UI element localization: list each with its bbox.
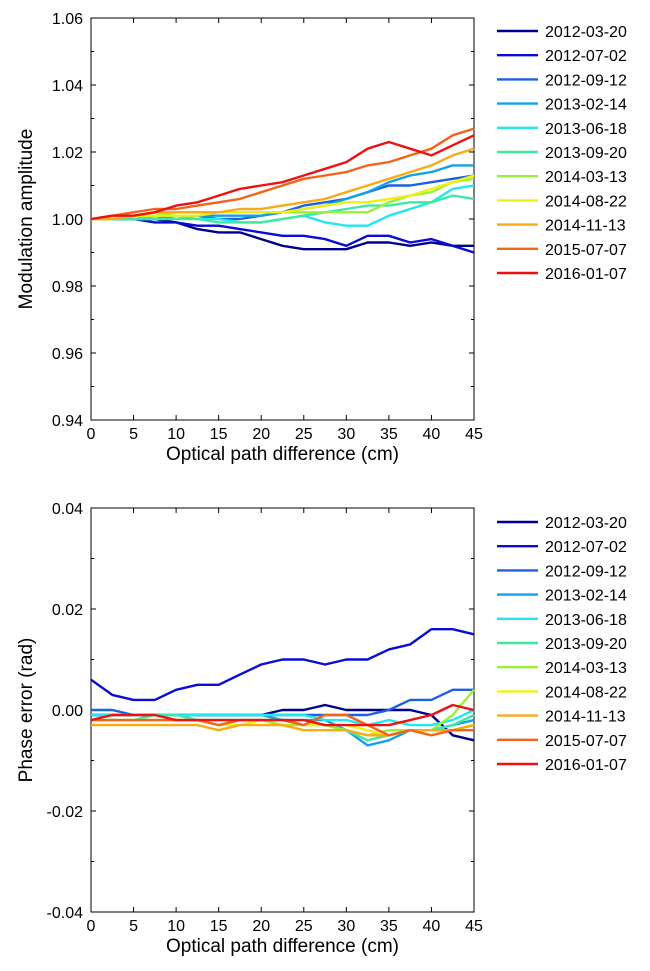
legend-label: 2013-02-14 [545, 97, 627, 114]
x-tick-label: 30 [337, 426, 355, 443]
x-tick-label: 5 [129, 918, 138, 935]
y-tick-label: 0.94 [52, 413, 83, 430]
y-tick-label: -0.04 [47, 905, 84, 922]
y-tick-label: 1.00 [52, 212, 83, 229]
legend-label: 2014-03-13 [545, 660, 627, 677]
x-tick-label: 5 [129, 426, 138, 443]
legend-label: 2013-06-18 [545, 612, 627, 629]
legend-label: 2012-09-12 [545, 563, 627, 580]
legend: 2012-03-20 2012-07-02 2012-09-12 2013-02-14… [497, 24, 627, 283]
y-tick-label: -0.02 [47, 804, 84, 821]
y-tick-label: 0.98 [52, 279, 83, 296]
legend-label: 2014-03-13 [545, 169, 627, 186]
legend-label: 2013-09-20 [545, 636, 627, 653]
x-axis-label: Optical path difference (cm) [166, 936, 399, 957]
x-tick-label: 0 [87, 426, 96, 443]
y-tick-label: 1.04 [52, 78, 83, 95]
x-tick-label: 10 [167, 426, 185, 443]
y-tick-label: 0.04 [52, 501, 83, 518]
modulation-amplitude-chart: 0 5 10 15 20 25 30 35 40 45 0.94 0.96 0.98 1.00 1.02 1.… [16, 11, 627, 465]
legend-label: 2014-08-22 [545, 684, 627, 701]
series-line-2012-07-02 [91, 217, 475, 254]
legend-label: 2013-09-20 [545, 145, 627, 162]
x-tick-label: 40 [423, 918, 441, 935]
x-tick-label: 25 [295, 426, 313, 443]
series-line-2015-07-07 [90, 127, 475, 221]
x-tick-label: 15 [210, 426, 228, 443]
legend-label: 2013-06-18 [545, 121, 627, 138]
y-tick-label: 0.02 [52, 602, 83, 619]
legend-label: 2014-11-13 [545, 709, 626, 726]
x-tick-label: 25 [295, 918, 313, 935]
phase-error-chart: 0 5 10 15 20 25 30 35 40 45 -0.04 -0.02 0.00 0.02 0.04… [16, 501, 627, 957]
x-tick-label: 45 [465, 426, 483, 443]
y-tick-label: 0.96 [52, 346, 83, 363]
legend-label: 2012-07-02 [545, 48, 627, 65]
x-tick-label: 35 [380, 918, 398, 935]
x-tick-label: 40 [423, 426, 441, 443]
x-tick-label: 10 [167, 918, 185, 935]
legend: 2012-03-20 2012-07-02 2012-09-12 2013-02-14… [497, 515, 627, 774]
y-tick-label: 1.02 [52, 145, 83, 162]
legend-label: 2012-07-02 [545, 539, 627, 556]
legend-label: 2014-11-13 [545, 218, 626, 235]
x-tick-label: 0 [87, 918, 96, 935]
x-tick-label: 20 [252, 918, 270, 935]
series-line-2014-08-22 [91, 174, 475, 221]
y-axis-label: Modulation amplitude [16, 129, 37, 310]
x-tick-label: 45 [465, 918, 483, 935]
legend-label: 2014-08-22 [545, 193, 627, 210]
x-axis-label: Optical path difference (cm) [166, 444, 399, 465]
x-tick-label: 35 [380, 426, 398, 443]
legend-label: 2015-07-07 [545, 733, 627, 750]
legend-label: 2016-01-07 [545, 266, 627, 283]
y-axis-label: Phase error (rad) [16, 638, 37, 783]
x-tick-label: 15 [210, 918, 228, 935]
y-tick-label: 0.00 [52, 703, 83, 720]
series-line-2016-01-07 [90, 134, 475, 221]
x-tick-label: 20 [252, 426, 270, 443]
x-tick-label: 30 [337, 918, 355, 935]
legend-label: 2015-07-07 [545, 242, 627, 259]
legend-label: 2012-03-20 [545, 515, 627, 532]
series-line-2012-07-02 [90, 628, 475, 702]
series-line-2013-09-20 [91, 194, 475, 224]
legend-label: 2016-01-07 [545, 757, 627, 774]
legend-label: 2012-09-12 [545, 72, 627, 89]
series-line-2016-01-07 [90, 703, 475, 727]
legend-label: 2013-02-14 [545, 588, 627, 605]
y-tick-label: 1.06 [52, 11, 83, 28]
legend-label: 2012-03-20 [545, 24, 627, 41]
